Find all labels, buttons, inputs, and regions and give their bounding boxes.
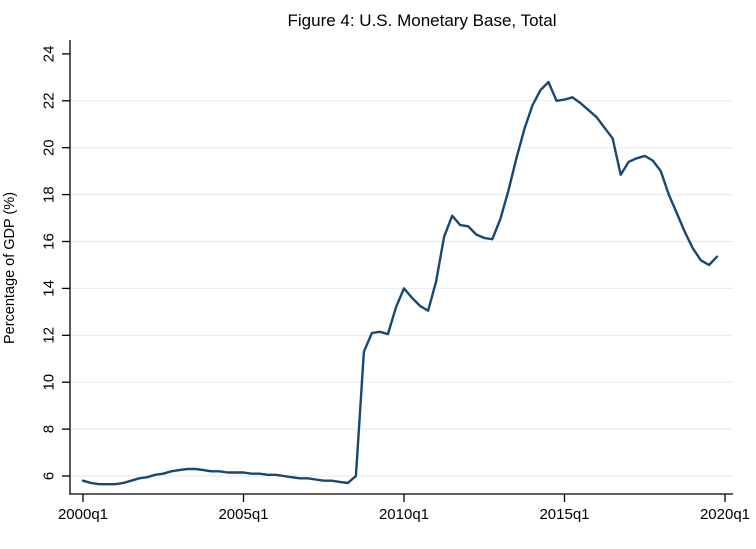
y-tick-label: 8	[41, 425, 58, 433]
y-tick-label: 14	[41, 280, 58, 297]
axes	[69, 40, 733, 495]
y-tick-label: 16	[41, 233, 58, 250]
y-tick-label: 18	[41, 186, 58, 203]
y-axis-ticks: 6 8 10 12 14 16 18 20 22 24	[41, 46, 70, 480]
x-tick-label: 2005q1	[218, 506, 268, 523]
monetary-base-series-line	[81, 80, 719, 486]
x-tick-label: 2010q1	[379, 506, 429, 523]
gridlines	[70, 100, 733, 477]
y-tick-label: 22	[41, 92, 58, 109]
y-tick-label: 6	[41, 472, 58, 480]
x-axis-ticks: 2000q1 2005q1 2010q1 2015q1 2020q1	[58, 494, 750, 523]
x-tick-label: 2015q1	[539, 506, 589, 523]
x-tick-label: 2020q1	[700, 506, 750, 523]
y-tick-label: 20	[41, 139, 58, 156]
chart-title: Figure 4: U.S. Monetary Base, Total	[288, 11, 557, 30]
y-tick-label: 12	[41, 327, 58, 344]
x-tick-label: 2000q1	[58, 506, 108, 523]
y-axis-title: Percentage of GDP (%)	[2, 192, 18, 344]
y-tick-label: 10	[41, 374, 58, 391]
y-tick-label: 24	[41, 46, 58, 63]
